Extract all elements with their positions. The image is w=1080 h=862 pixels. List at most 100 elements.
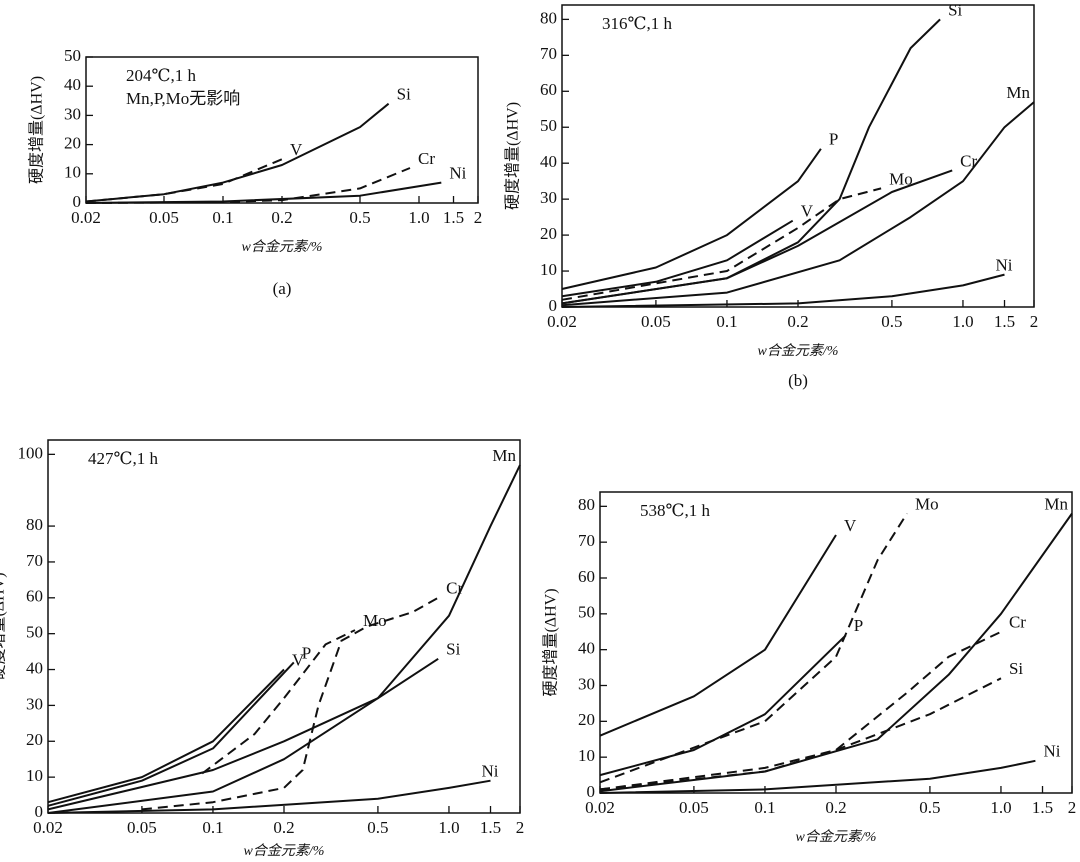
series-line [599,759,1036,794]
series-label: Ni [449,163,466,182]
series-label: Si [948,0,962,19]
y-tick-label: 30 [540,188,557,207]
y-tick-label: 30 [578,674,595,693]
series-label: P [829,130,838,149]
y-tick-label: 30 [26,694,43,713]
series-label: Si [446,640,460,659]
series-label: Mn [1044,494,1068,513]
x-tick-label: 0.2 [787,312,808,331]
series-line [47,668,285,804]
x-tick-label: 0.1 [202,818,223,837]
x-axis-label: w合金元素/% [758,343,839,359]
y-tick-label: 0 [549,296,558,315]
x-tick-label: 0.1 [212,208,233,227]
x-tick-label: 2 [474,208,483,227]
series-line [85,158,283,203]
y-tick-label: 100 [18,443,44,462]
series-line [561,273,1005,308]
series-label: Mn [1006,83,1030,102]
series-label: Cr [960,151,977,170]
series-label: Mn [492,446,516,465]
y-tick-label: 30 [64,104,81,123]
series-line [85,102,390,203]
series-line [599,634,847,777]
chart-title: 204℃,1 h [126,66,197,85]
y-tick-label: 10 [64,163,81,182]
series-label: Cr [418,149,435,168]
x-tick-label: 0.5 [881,312,902,331]
y-tick-label: 70 [26,551,43,570]
chart-title: 316℃,1 h [602,14,673,33]
x-tick-label: 2 [1068,798,1077,817]
x-axis-label: w合金元素/% [244,843,325,859]
y-tick-label: 0 [587,782,596,801]
series-line [599,512,908,784]
x-tick-label: 0.2 [273,818,294,837]
x-tick-label: 0.05 [641,312,671,331]
y-tick-label: 50 [64,46,81,65]
series-label: Si [1009,659,1023,678]
x-tick-label: 0.5 [349,208,370,227]
x-tick-label: 1.0 [408,208,429,227]
y-tick-label: 10 [26,766,43,785]
series-label: V [292,650,305,669]
series-line [561,219,794,298]
y-axis-label: 硬度增量(ΔHV) [542,588,560,696]
y-tick-label: 60 [540,80,557,99]
series-line [141,596,439,811]
panel-label: (a) [273,279,292,298]
y-tick-label: 10 [578,746,595,765]
series-label: Cr [1009,613,1026,632]
series-label: P [854,616,863,635]
x-tick-label: 1.5 [480,818,501,837]
x-tick-label: 0.02 [33,818,63,837]
series-label: V [801,202,814,221]
y-tick-label: 10 [540,260,557,279]
chart-title: 538℃,1 h [640,501,711,520]
x-axis-label: w合金元素/% [796,829,877,845]
y-tick-label: 20 [540,224,557,243]
x-tick-label: 1.0 [952,312,973,331]
series-line [47,779,491,814]
x-tick-label: 0.5 [367,818,388,837]
series-line [47,657,439,811]
series-line [599,677,1002,791]
y-tick-label: 20 [26,730,43,749]
series-line [47,661,295,807]
x-tick-label: 1.0 [438,818,459,837]
x-tick-label: 2 [1030,312,1039,331]
y-tick-label: 0 [73,192,82,211]
y-tick-label: 50 [540,116,557,135]
y-tick-label: 60 [26,587,43,606]
y-tick-label: 40 [26,658,43,677]
series-line [599,534,837,737]
y-tick-label: 40 [540,152,557,171]
series-label: Ni [482,762,499,781]
x-tick-label: 0.5 [919,798,940,817]
plot-frame [599,491,1073,794]
y-axis-label: 硬度增量(ΔHV) [28,76,46,184]
x-tick-label: 1.5 [443,208,464,227]
x-tick-label: 0.05 [149,208,179,227]
series-line [47,464,521,814]
y-tick-label: 80 [578,495,595,514]
x-tick-label: 0.2 [271,208,292,227]
y-tick-label: 50 [26,623,43,642]
x-tick-label: 1.0 [990,798,1011,817]
x-tick-label: 2 [516,818,525,837]
series-label: Mo [889,169,913,188]
x-tick-label: 0.05 [679,798,709,817]
x-tick-label: 1.5 [1032,798,1053,817]
y-axis-label: 硬度增量(ΔHV) [504,102,522,210]
x-tick-label: 0.1 [754,798,775,817]
y-tick-label: 50 [578,603,595,622]
plot-frame [47,439,521,814]
series-line [561,18,941,305]
y-tick-label: 20 [578,710,595,729]
x-axis-label: w合金元素/% [242,239,323,255]
series-label: Ni [1043,742,1060,761]
y-tick-label: 60 [578,567,595,586]
x-tick-label: 0.1 [716,312,737,331]
annotation: Mn,P,Mo无影响 [126,89,240,108]
